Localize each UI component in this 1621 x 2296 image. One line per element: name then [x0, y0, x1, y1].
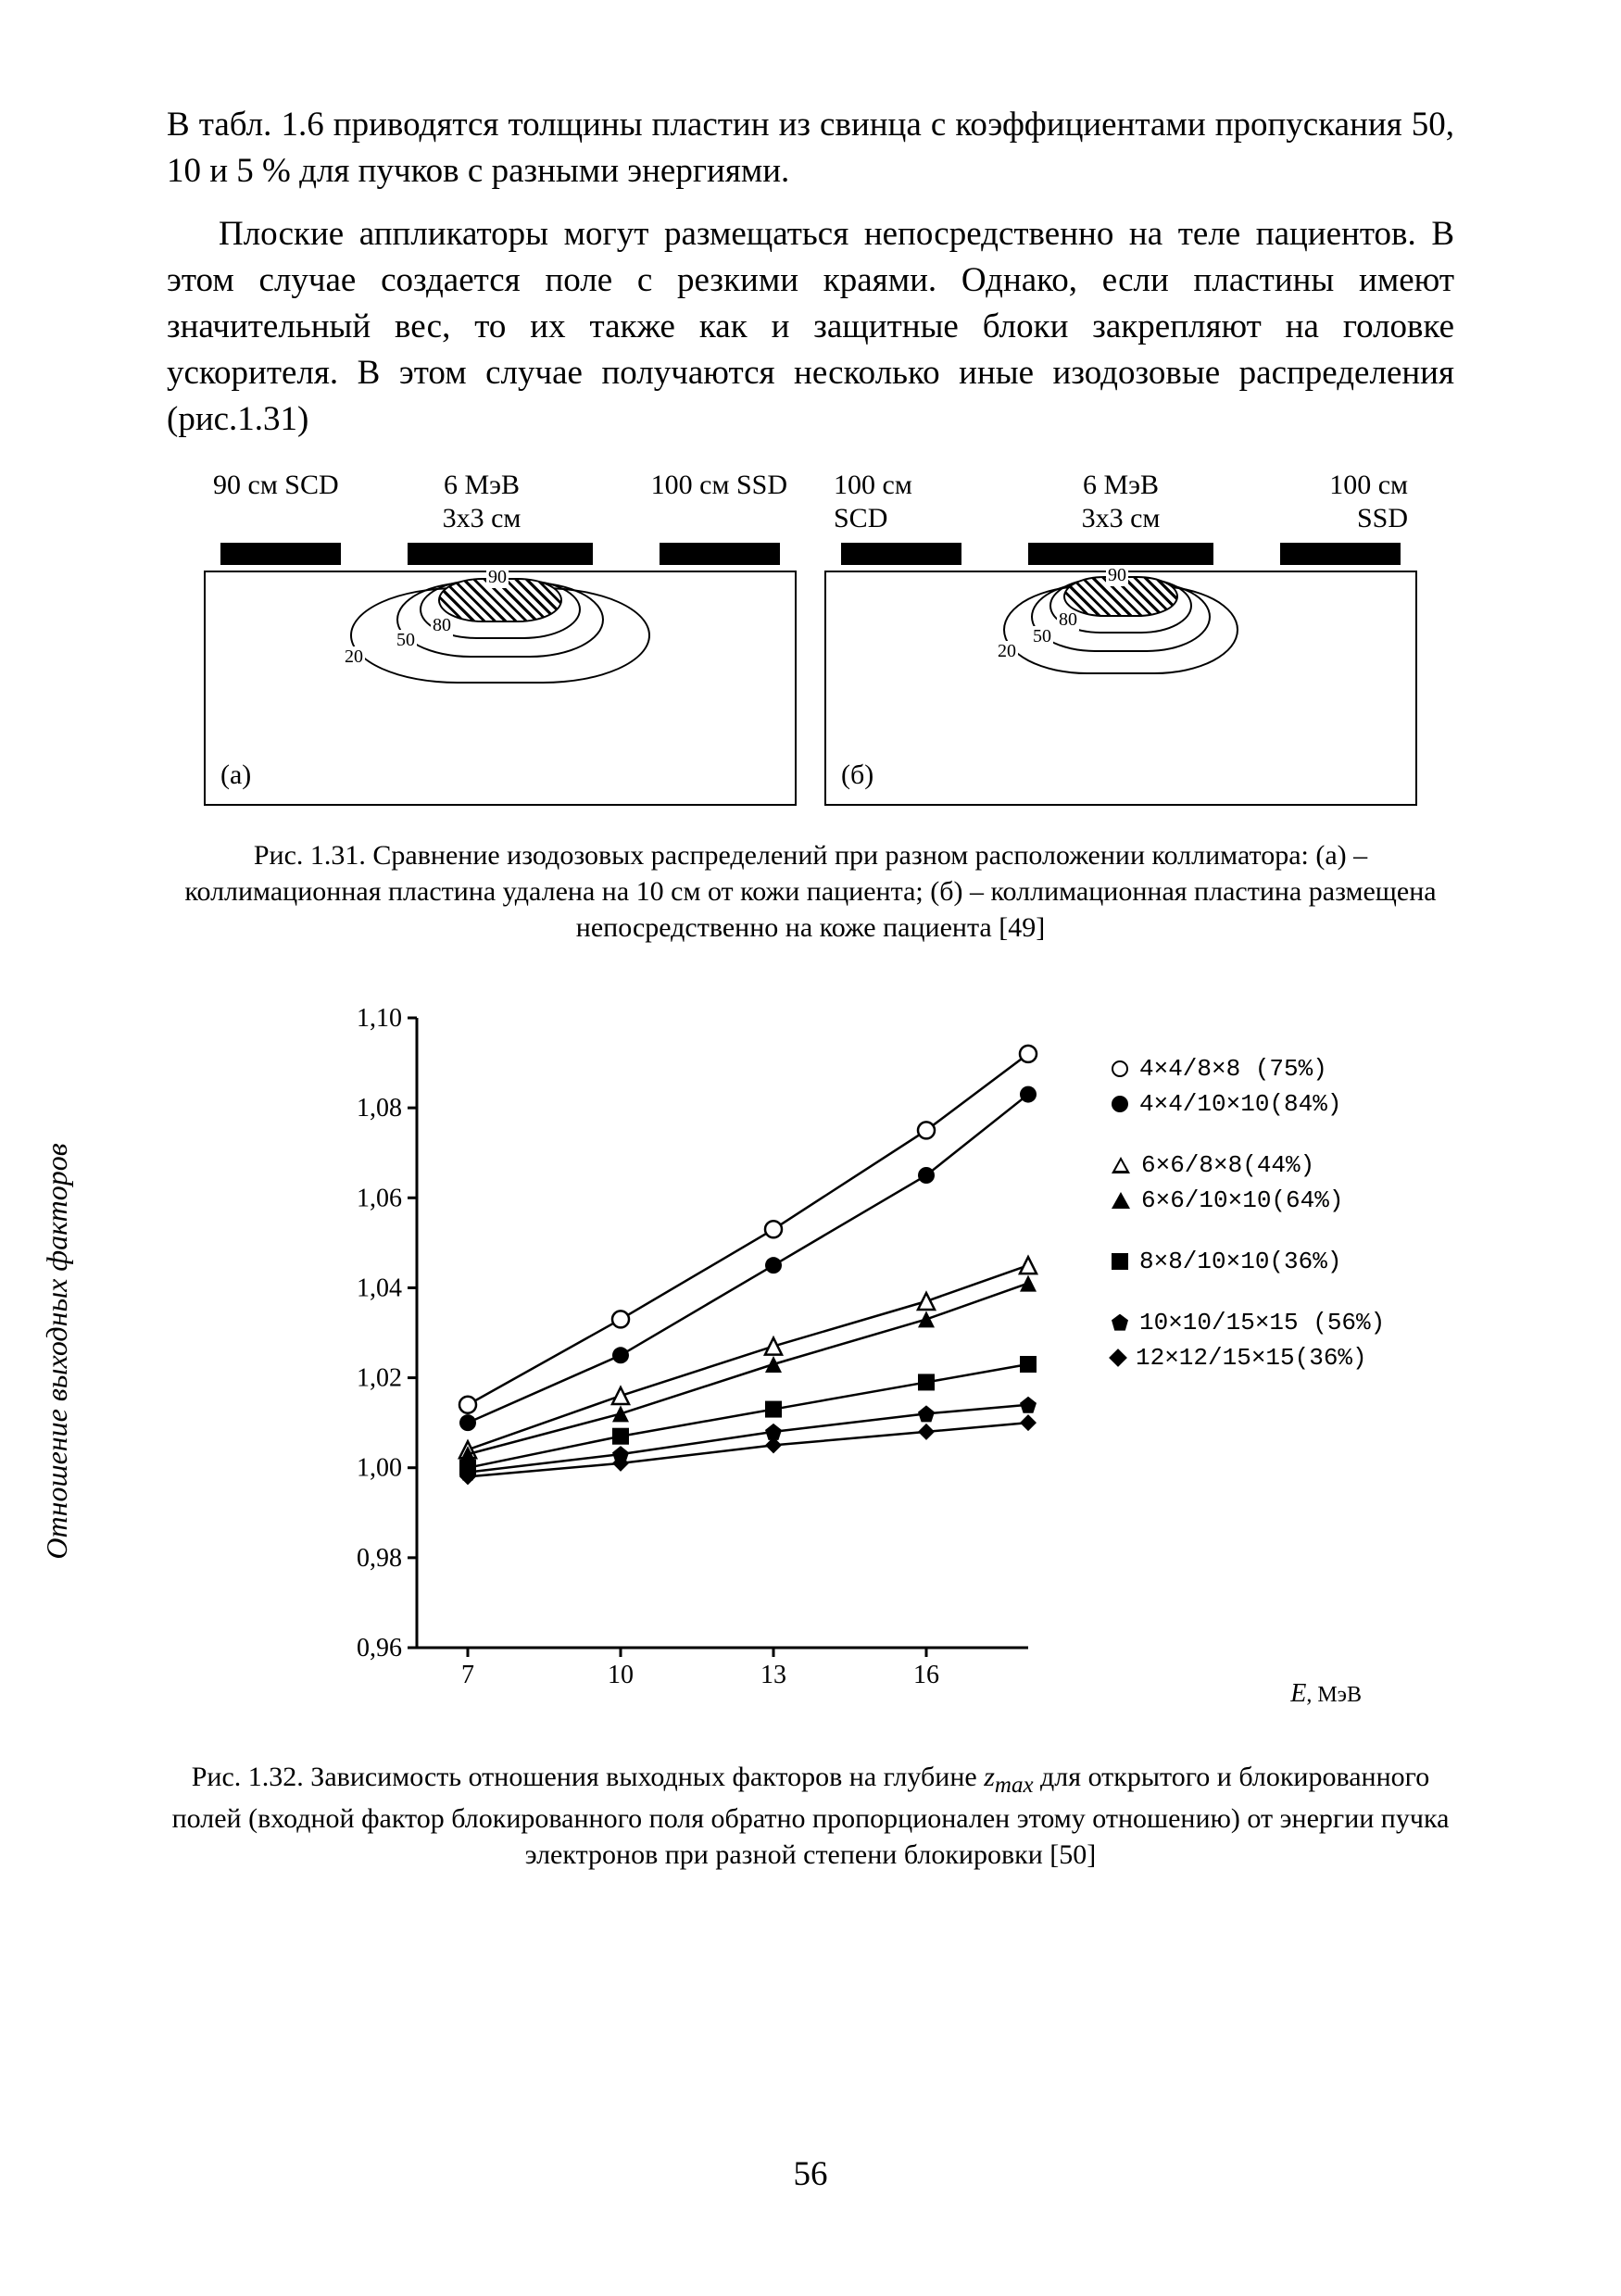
svg-text:13: 13 — [760, 1661, 786, 1689]
legend-label: 8×8/10×10(36%) — [1139, 1248, 1341, 1275]
fig131-panel-b: 100 см SCD 6 МэВ 3x3 см 100 см SSD 20 508… — [824, 469, 1417, 806]
fig132-xlabel: E, МэВ — [1290, 1679, 1362, 1709]
svg-text:1,00: 1,00 — [357, 1453, 402, 1482]
figure-1-31: 90 см SCD 6 МэВ 3x3 см 100 см SSD 205080… — [167, 469, 1454, 806]
isodose-contour: 90 — [438, 578, 562, 622]
fig132-cap-pre: Рис. 1.32. Зависимость отношения выходны… — [192, 1762, 984, 1792]
legend-marker-icon — [1112, 1192, 1130, 1209]
isodose-label: 90 — [1106, 565, 1128, 586]
svg-text:7: 7 — [461, 1661, 474, 1689]
paragraph-2: Плоские аппликаторы могут размещаться не… — [167, 211, 1454, 443]
legend-item: 12×12/15×15(36%) — [1112, 1344, 1417, 1372]
legend-marker-icon — [1112, 1253, 1128, 1270]
fig131-b-letter: (б) — [841, 759, 873, 791]
legend-marker-icon — [1112, 1157, 1130, 1173]
legend-marker-icon — [1109, 1349, 1127, 1367]
svg-text:0,98: 0,98 — [357, 1543, 402, 1572]
isodose-label: 50 — [1031, 626, 1053, 647]
fig131-b-collimator — [848, 541, 1394, 567]
legend-label: 12×12/15×15(36%) — [1136, 1344, 1367, 1372]
legend-item: 10×10/15×15 (56%) — [1112, 1309, 1417, 1336]
fig131-a-top-labels: 90 см SCD 6 МэВ 3x3 см 100 см SSD — [204, 469, 797, 541]
fig132-legend: 4×4/8×8 (75%) 4×4/10×10(84%) 6×6/8×8(44%) 6… — [1112, 1055, 1417, 1379]
legend-marker-icon — [1112, 1060, 1128, 1077]
svg-text:1,06: 1,06 — [357, 1184, 402, 1212]
page: В табл. 1.6 приводятся толщины пластин и… — [0, 0, 1621, 2296]
svg-text:1,04: 1,04 — [357, 1273, 402, 1302]
legend-label: 6×6/10×10(64%) — [1141, 1186, 1343, 1214]
legend-item: 4×4/10×10(84%) — [1112, 1090, 1417, 1118]
legend-item: 6×6/8×8(44%) — [1112, 1151, 1417, 1179]
fig131-panel-a: 90 см SCD 6 МэВ 3x3 см 100 см SSD 20 50 80… — [204, 469, 797, 806]
isodose-label: 50 — [395, 630, 417, 651]
fig132-cap-var: z — [984, 1762, 995, 1792]
fig131-b-label-scd: 100 см SCD — [834, 469, 982, 535]
svg-text:1,02: 1,02 — [357, 1363, 402, 1392]
isodose-contour: 90 — [1063, 576, 1178, 617]
fig131-a-letter: (а) — [220, 759, 251, 791]
fig132-caption: Рис. 1.32. Зависимость отношения выходны… — [171, 1759, 1450, 1874]
legend-marker-icon — [1112, 1096, 1128, 1112]
svg-text:0,96: 0,96 — [357, 1634, 402, 1662]
legend-item: 4×4/8×8 (75%) — [1112, 1055, 1417, 1083]
fig132-ylabel: Отношение выходных факторов — [40, 1143, 74, 1559]
fig131-b-box: 20 508090 (б) — [824, 571, 1417, 806]
isodose-label: 90 — [486, 567, 509, 588]
fig132-cap-sub: max — [995, 1773, 1034, 1798]
paragraph-1: В табл. 1.6 приводятся толщины пластин и… — [167, 102, 1454, 194]
fig132-chart-svg: 0,96 0,98 1,00 1,02 1,04 1,06 1,08 1,10 7 10 13 16 — [343, 999, 1047, 1703]
legend-label: 4×4/8×8 (75%) — [1139, 1055, 1327, 1083]
fig131-a-collimator — [227, 541, 773, 567]
legend-label: 4×4/10×10(84%) — [1139, 1090, 1341, 1118]
isodose-label: 20 — [343, 646, 365, 668]
fig131-b-top-labels: 100 см SCD 6 МэВ 3x3 см 100 см SSD — [824, 469, 1417, 541]
fig131-a-label-energy: 6 МэВ 3x3 см — [389, 469, 574, 535]
legend-marker-icon — [1112, 1314, 1128, 1331]
svg-text:1,08: 1,08 — [357, 1094, 402, 1123]
svg-text:10: 10 — [608, 1661, 634, 1689]
fig131-caption: Рис. 1.31. Сравнение изодозовых распреде… — [171, 837, 1450, 946]
page-number: 56 — [0, 2154, 1621, 2194]
legend-item: 8×8/10×10(36%) — [1112, 1248, 1417, 1275]
fig131-b-label-energy: 6 МэВ 3x3 см — [1028, 469, 1213, 535]
legend-label: 6×6/8×8(44%) — [1141, 1151, 1314, 1179]
svg-text:1,10: 1,10 — [357, 1004, 402, 1033]
fig131-b-label-ssd: 100 см SSD — [1260, 469, 1408, 535]
svg-text:16: 16 — [913, 1661, 939, 1689]
fig132-x-var: E — [1290, 1679, 1306, 1708]
fig132-x-unit: , МэВ — [1306, 1683, 1362, 1707]
fig131-a-label-ssd: 100 см SSD — [602, 469, 787, 535]
isodose-label: 80 — [1057, 609, 1079, 631]
fig131-a-label-scd: 90 см SCD — [213, 469, 361, 535]
legend-label: 10×10/15×15 (56%) — [1139, 1309, 1385, 1336]
legend-item: 6×6/10×10(64%) — [1112, 1186, 1417, 1214]
fig131-a-box: 20 50 8090 (а) — [204, 571, 797, 806]
isodose-label: 20 — [996, 641, 1018, 662]
figure-1-32: Отношение выходных факторов 0,960,981,00… — [287, 999, 1334, 1703]
isodose-label: 80 — [431, 615, 453, 636]
